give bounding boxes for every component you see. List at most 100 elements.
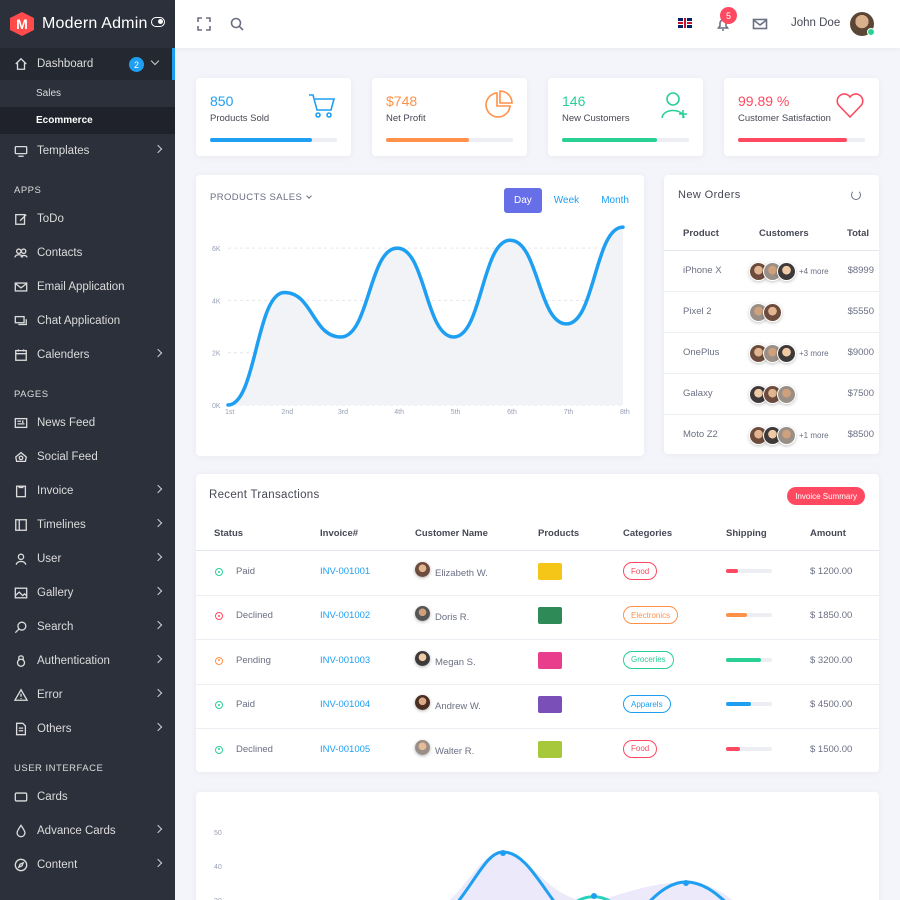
sidebar-item-social-feed[interactable]: Social Feed xyxy=(0,440,175,474)
table-row[interactable]: Galaxy $7500 xyxy=(664,374,879,415)
sidebar-item-gallery[interactable]: Gallery xyxy=(0,576,175,610)
amount: $ 3200.00 xyxy=(810,654,853,666)
products-sales-dropdown[interactable]: PRODUCTS SALES xyxy=(210,192,313,203)
sidebar-item-error[interactable]: Error xyxy=(0,678,175,712)
table-row[interactable]: iPhone X +4 more $8999 xyxy=(664,251,879,292)
sidebar-item-timelines[interactable]: Timelines xyxy=(0,508,175,542)
table-row[interactable]: Moto Z2 +1 more $8500 xyxy=(664,415,879,456)
table-header: Product Customers Total xyxy=(664,217,879,251)
order-total: $9000 xyxy=(847,347,874,358)
sidebar-item-chat[interactable]: Chat Application xyxy=(0,304,175,338)
fullscreen-icon[interactable] xyxy=(196,16,212,32)
table-row[interactable]: Declined INV-001005 Walter R. Food $ 1500.00 xyxy=(196,730,879,774)
sidebar-item-label: Content xyxy=(37,859,78,871)
tab-day[interactable]: Day xyxy=(504,188,542,213)
status-text: Declined xyxy=(236,743,273,755)
table-row[interactable]: Pixel 2 $5550 xyxy=(664,292,879,333)
mail-icon[interactable] xyxy=(752,16,768,32)
data-point xyxy=(500,850,506,856)
progress-fill xyxy=(738,138,848,142)
sidebar-item-label: Advance Cards xyxy=(37,825,116,837)
invoice-link[interactable]: INV-001004 xyxy=(320,699,371,711)
invoice-link[interactable]: INV-001003 xyxy=(320,654,371,666)
refresh-icon[interactable] xyxy=(851,190,861,200)
sidebar-item-calenders[interactable]: Calenders xyxy=(0,338,175,372)
chevron-right-icon xyxy=(153,688,163,698)
x-tick-label: 6th xyxy=(507,409,517,416)
tab-month[interactable]: Month xyxy=(601,195,629,206)
table-row[interactable]: Pending INV-001003 Megan S. Groceries $ 3200… xyxy=(196,641,879,685)
sidebar-item-cards[interactable]: Cards xyxy=(0,780,175,814)
sidebar-item-contacts[interactable]: Contacts xyxy=(0,236,175,270)
shipping-fill xyxy=(726,746,740,751)
amount: $ 1850.00 xyxy=(810,610,853,622)
sidebar-subitem-sales[interactable]: Sales xyxy=(36,88,62,99)
sidebar-item-invoice[interactable]: Invoice xyxy=(0,474,175,508)
shipping-progress xyxy=(726,657,772,662)
sidebar-item-label: Timelines xyxy=(37,519,86,531)
avatar[interactable] xyxy=(850,12,875,36)
tab-week[interactable]: Week xyxy=(553,195,580,206)
y-tick-label: 40 xyxy=(214,864,222,871)
product-name: Galaxy xyxy=(683,388,713,399)
avatar xyxy=(415,562,430,577)
invoice-link[interactable]: INV-001005 xyxy=(320,743,371,755)
sidebar-item-todo[interactable]: ToDo xyxy=(0,202,175,236)
sidebar-item-label: Calenders xyxy=(37,349,90,361)
sidebar-item-email[interactable]: Email Application xyxy=(0,270,175,304)
progress-fill xyxy=(386,138,469,142)
sidebar-item-others[interactable]: Others xyxy=(0,712,175,746)
table-row[interactable]: Paid INV-001001 Elizabeth W. Food $ 1200.00 xyxy=(196,552,879,596)
sidebar-item-templates[interactable]: Templates xyxy=(0,134,175,168)
chevron-down-icon xyxy=(150,56,160,66)
sidebar-item-label: Dashboard xyxy=(37,58,94,70)
calendar-icon xyxy=(14,348,28,362)
status-text: Pending xyxy=(236,654,271,666)
invoice-link[interactable]: INV-001002 xyxy=(320,610,371,622)
card-icon xyxy=(14,790,28,804)
section-pages: PAGES xyxy=(14,389,49,400)
column-header: Categories xyxy=(623,528,673,539)
timeline-icon xyxy=(14,518,28,532)
stat-label: Products Sold xyxy=(210,113,270,124)
avatar xyxy=(415,695,430,711)
sidebar-item-authentication[interactable]: Authentication xyxy=(0,644,175,678)
sidebar-toggle-icon[interactable] xyxy=(151,17,165,27)
user-name[interactable]: John Doe xyxy=(791,17,841,29)
amount: $ 4500.00 xyxy=(810,699,853,711)
search-icon[interactable] xyxy=(229,16,245,32)
avatar xyxy=(415,650,430,666)
order-total: $8999 xyxy=(847,265,874,276)
invoice-link[interactable]: INV-001001 xyxy=(320,566,371,577)
warning-icon xyxy=(14,688,28,702)
customer-avatars xyxy=(749,385,796,404)
products-sales-chart: 0K 2K 4K 6K 1st 2nd 3rd 4th 5th 6th 7th 8th xyxy=(212,225,630,416)
table-row[interactable]: Declined INV-001002 Doris R. Electronics $ 1… xyxy=(196,596,879,641)
status-text: Declined xyxy=(236,610,273,622)
table-row[interactable]: OnePlus +3 more $9000 xyxy=(664,333,879,374)
invoice-summary-button[interactable]: Invoice Summary xyxy=(787,487,865,505)
x-tick-label: 4th xyxy=(394,409,404,416)
sidebar-item-advance-cards[interactable]: Advance Cards xyxy=(0,814,175,848)
sidebar-item-user[interactable]: User xyxy=(0,542,175,576)
chat-icon xyxy=(14,314,28,328)
column-header: Invoice# xyxy=(320,528,359,539)
uk-flag-icon[interactable] xyxy=(678,18,692,28)
sidebar-item-dashboard[interactable]: Dashboard 2 xyxy=(0,48,175,80)
data-point xyxy=(591,893,597,899)
y-tick-label: 4K xyxy=(212,298,221,305)
news-icon xyxy=(14,416,28,430)
table-row[interactable]: Paid INV-001004 Andrew W. Apparels $ 4500.00 xyxy=(196,685,879,730)
stat-value: 99.89 % xyxy=(738,93,790,109)
notification-badge: 5 xyxy=(720,7,737,24)
sidebar-item-content[interactable]: Content xyxy=(0,848,175,882)
brand[interactable]: M Modern Admin xyxy=(0,0,175,48)
sidebar-item-search[interactable]: Search xyxy=(0,610,175,644)
chevron-right-icon xyxy=(153,620,163,630)
lock-icon xyxy=(14,654,28,668)
stat-label: Net Profit xyxy=(386,113,426,124)
amount: $ 1500.00 xyxy=(810,743,853,755)
sidebar-subitem-ecommerce[interactable]: Ecommerce xyxy=(0,107,175,134)
sidebar-item-news-feed[interactable]: News Feed xyxy=(0,406,175,440)
x-tick-label: 1st xyxy=(225,409,234,416)
